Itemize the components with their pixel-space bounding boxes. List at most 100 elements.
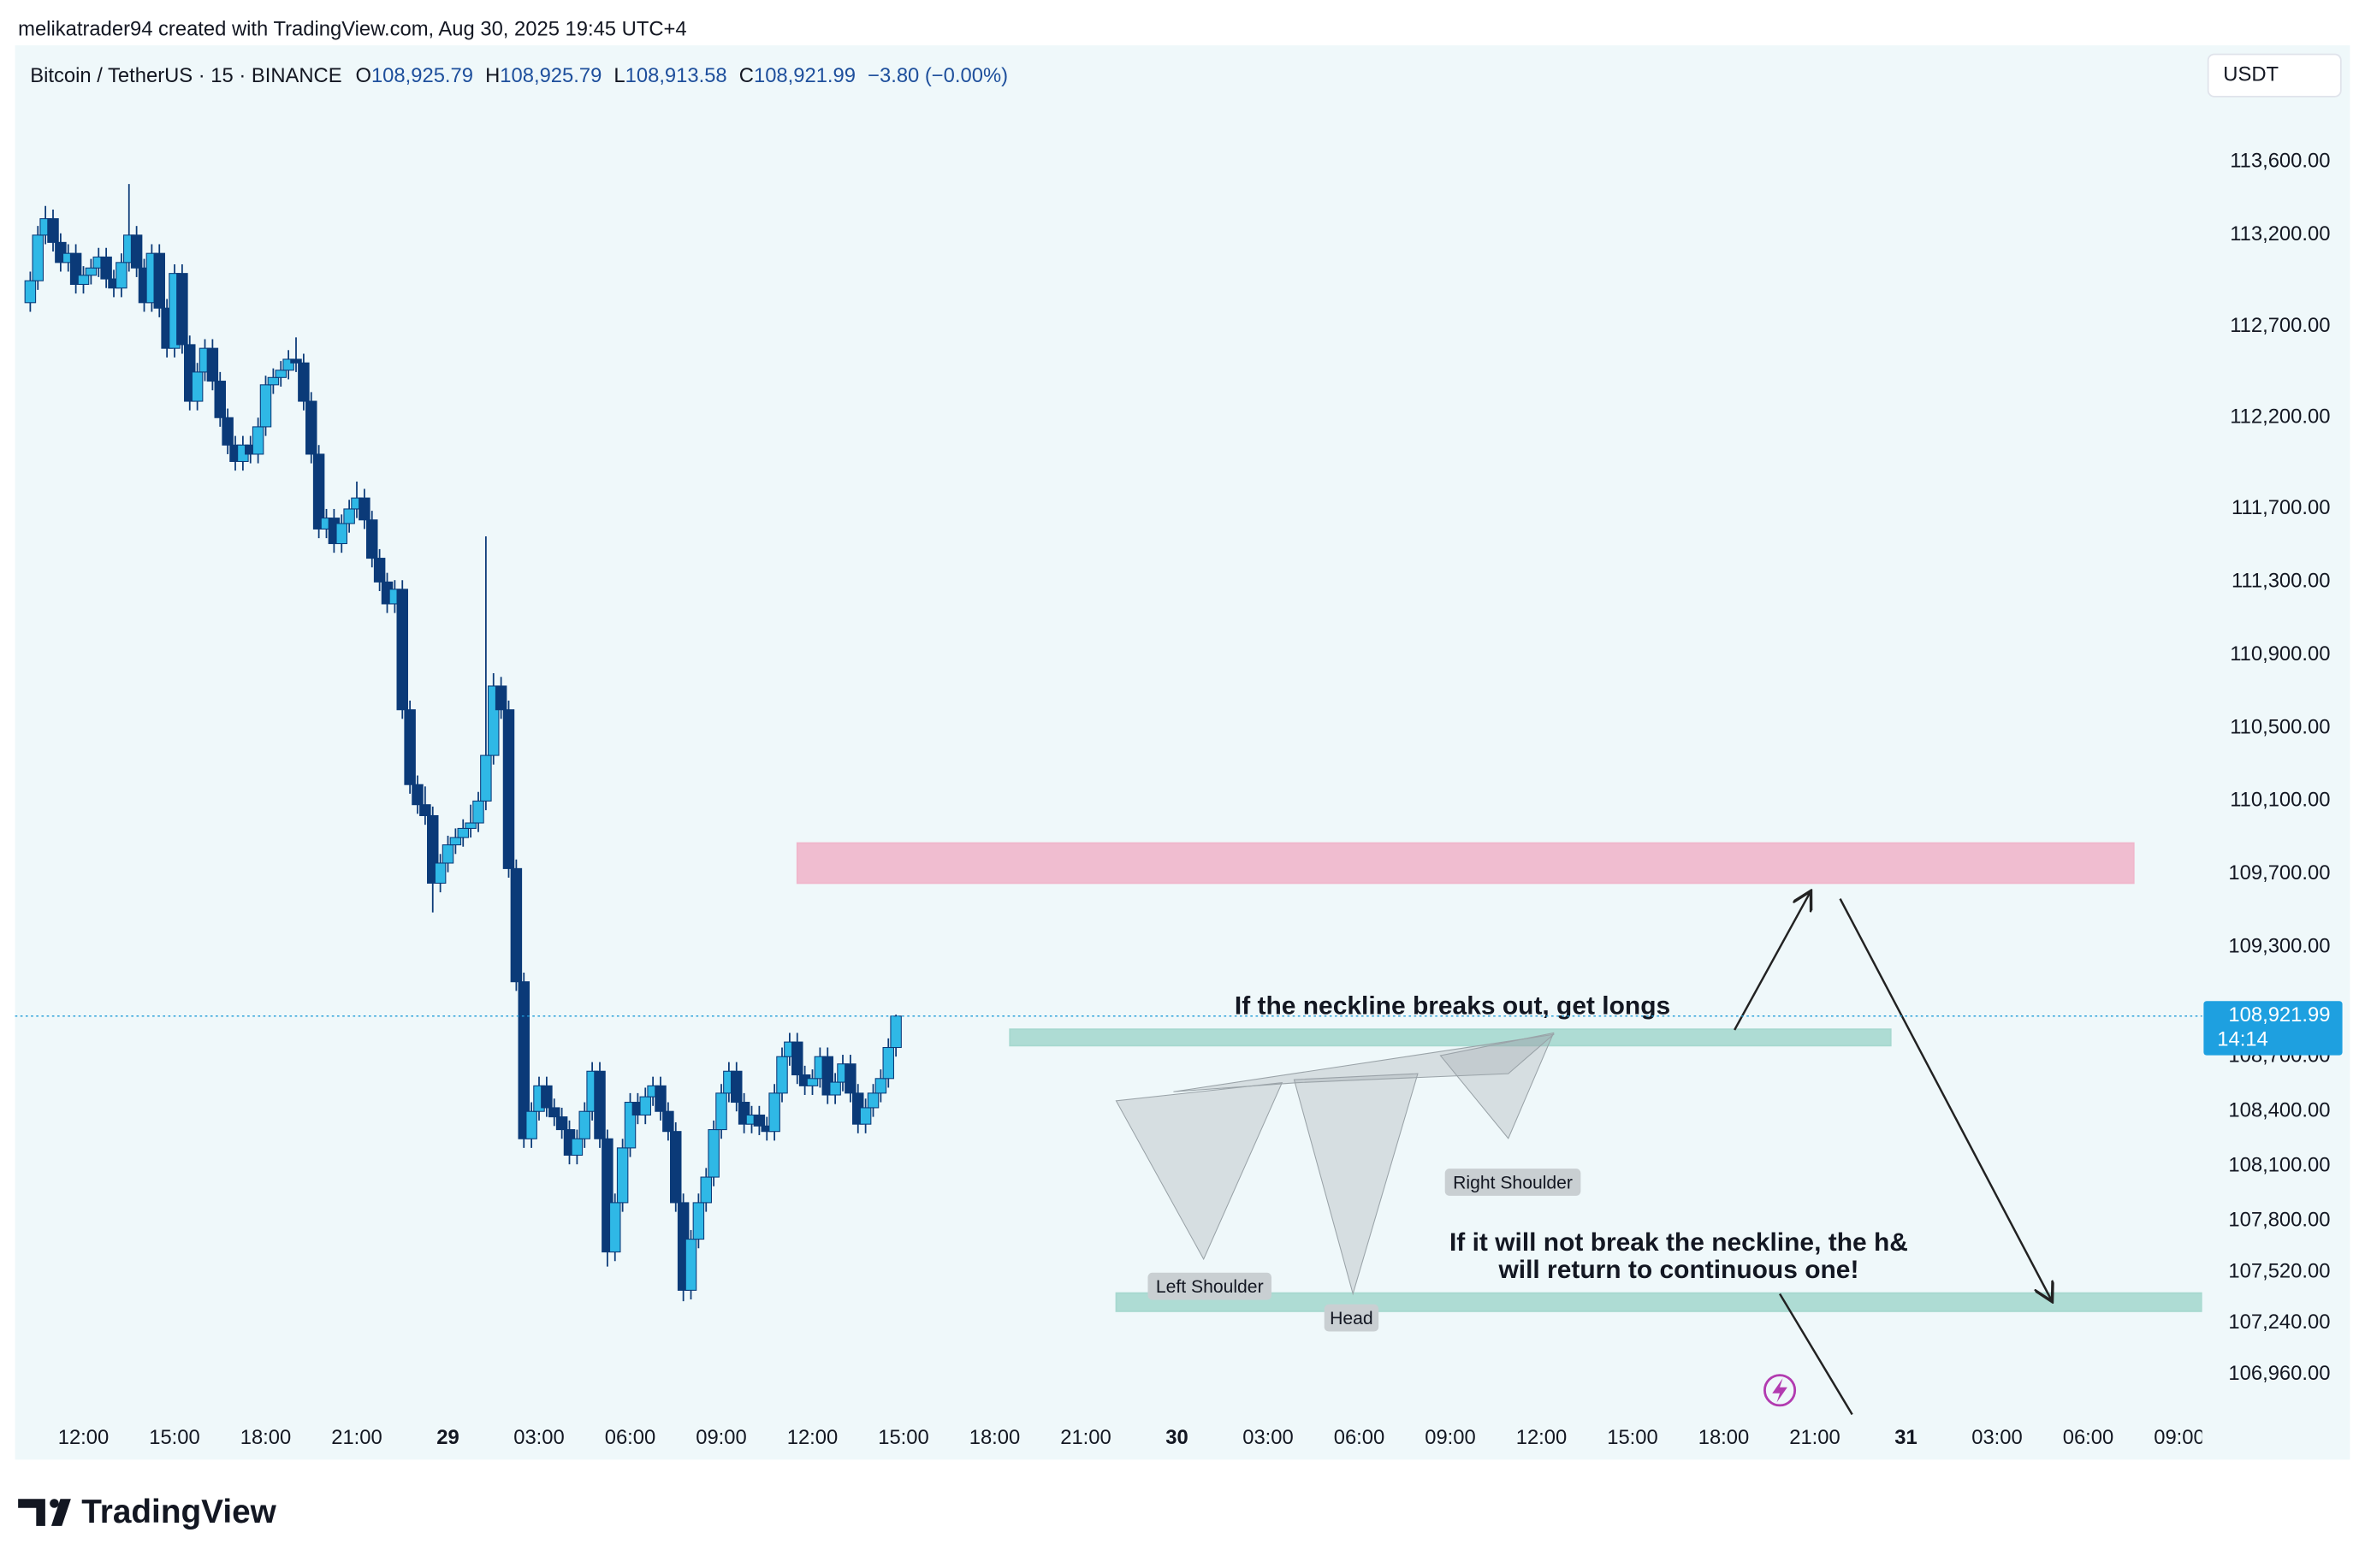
- x-tick-label: 03:00: [1242, 1426, 1294, 1449]
- annotation: If it will not break the neckline, the h…: [1449, 1228, 1908, 1257]
- candle-body: [882, 1046, 894, 1080]
- candle-body: [791, 1041, 803, 1076]
- symbol: Bitcoin / TetherUS · 15 · BINANCE: [30, 64, 341, 87]
- candle-body: [100, 256, 112, 280]
- y-tick-label: 110,100.00: [2230, 789, 2330, 812]
- candle-body: [525, 1110, 537, 1139]
- pattern-label: Left Shoulder: [1156, 1277, 1264, 1297]
- candle-body: [412, 784, 424, 806]
- y-tick-label: 109,700.00: [2228, 861, 2330, 885]
- candle-body: [275, 370, 287, 378]
- x-tick-label: 15:00: [878, 1426, 929, 1449]
- candle-body: [571, 1138, 584, 1156]
- footer-logo: TradingView: [18, 1494, 277, 1530]
- candle-body: [495, 685, 507, 711]
- chart-panel: [15, 44, 2350, 1460]
- candle-body: [502, 709, 515, 869]
- logo-dot: [50, 1499, 59, 1508]
- candle-body: [555, 1116, 568, 1131]
- candle-body: [700, 1176, 712, 1204]
- candle-body: [715, 1092, 727, 1131]
- candle-body: [305, 400, 317, 455]
- candle-body: [396, 589, 408, 711]
- candle-body: [465, 822, 477, 829]
- candle-body: [24, 280, 37, 304]
- x-tick-label: 18:00: [240, 1426, 292, 1449]
- x-tick-label: 29: [436, 1426, 459, 1449]
- currency-label[interactable]: USDT: [2223, 62, 2279, 86]
- logo-mark: [18, 1499, 71, 1526]
- candle-body: [548, 1107, 560, 1118]
- x-tick-label: 03:00: [1971, 1426, 2023, 1449]
- price-badge-label: 108,921.99: [2228, 1003, 2330, 1027]
- zone: [1009, 1028, 1892, 1047]
- candle-body: [176, 273, 188, 346]
- logo-text: TradingView: [81, 1494, 276, 1530]
- candle-body: [776, 1056, 788, 1094]
- candle-body: [874, 1078, 887, 1094]
- x-tick-label: 09:00: [1425, 1426, 1476, 1449]
- candle-body: [480, 754, 492, 802]
- annotation: will return to continuous one!: [1497, 1256, 1858, 1284]
- candle-body: [404, 709, 416, 785]
- candle-body: [343, 508, 355, 524]
- x-tick-label: 03:00: [513, 1426, 565, 1449]
- candle-body: [457, 827, 469, 838]
- candle-body: [290, 358, 302, 364]
- candle-body: [662, 1110, 674, 1133]
- y-tick-label: 113,200.00: [2230, 222, 2330, 246]
- neck-shading: [1173, 1033, 1556, 1092]
- zone: [796, 842, 2135, 885]
- y-tick-label: 108,100.00: [2228, 1154, 2330, 1177]
- head-triangle: [1293, 1073, 1419, 1296]
- candle-body: [655, 1085, 667, 1112]
- candle-body: [153, 252, 165, 309]
- y-tick-label: 113,600.00: [2230, 150, 2330, 173]
- candle-body: [639, 1096, 651, 1116]
- candle-body: [214, 381, 226, 418]
- pattern-shapes: [1115, 1032, 1556, 1296]
- candle-body: [510, 867, 523, 983]
- candle-body: [206, 347, 219, 382]
- ohlc-key: L: [613, 64, 625, 87]
- arrow-continuation: [1778, 1293, 1853, 1416]
- y-tick-label: 111,700.00: [2232, 496, 2331, 519]
- candle-body: [609, 1202, 621, 1253]
- y-tick-label: 109,300.00: [2228, 934, 2330, 957]
- candle-body: [890, 1015, 902, 1049]
- candle-body: [259, 384, 272, 428]
- y-tick-label: 112,200.00: [2230, 405, 2330, 429]
- x-axis: 12:00 15:00 18:00 21:00 29 03:00 06:00 09:00 12:…: [58, 1426, 2205, 1449]
- candle-body: [685, 1239, 697, 1291]
- candle-body: [373, 558, 386, 583]
- y-tick-label: 107,520.00: [2228, 1259, 2330, 1282]
- ohlc-value: 108,913.58: [625, 64, 727, 87]
- ohlc-key: C: [739, 64, 754, 87]
- change: −3.80 (−0.00%): [868, 64, 1008, 87]
- x-tick-label: 31: [1894, 1426, 1917, 1449]
- candle-body: [366, 519, 378, 559]
- currency-button[interactable]: [2207, 53, 2342, 98]
- alert-bolt: [1772, 1378, 1787, 1403]
- ohlc-value: 108,925.79: [371, 64, 473, 87]
- candle-body: [768, 1092, 780, 1133]
- y-tick-label: 107,240.00: [2228, 1311, 2330, 1334]
- ohlc-value: 108,921.99: [754, 64, 856, 87]
- x-tick-label: 12:00: [1516, 1426, 1568, 1449]
- y-tick-label: 112,700.00: [2230, 314, 2330, 337]
- left-shoulder-triangle: [1115, 1082, 1283, 1261]
- candle-body: [47, 218, 59, 243]
- attribution: melikatrader94 created with TradingView.…: [18, 18, 687, 41]
- countdown: 14:14: [2217, 1027, 2268, 1050]
- alert-icon[interactable]: [1763, 1374, 1797, 1407]
- candle-body: [359, 497, 370, 521]
- ohlc-value: 108,925.79: [500, 64, 602, 87]
- y-tick-label: 108,400.00: [2228, 1098, 2330, 1121]
- candle-body: [472, 800, 484, 824]
- candle-body: [419, 804, 431, 817]
- candle-body: [692, 1202, 705, 1240]
- candle-body: [578, 1110, 590, 1139]
- x-tick-label: 09:00: [2154, 1426, 2205, 1449]
